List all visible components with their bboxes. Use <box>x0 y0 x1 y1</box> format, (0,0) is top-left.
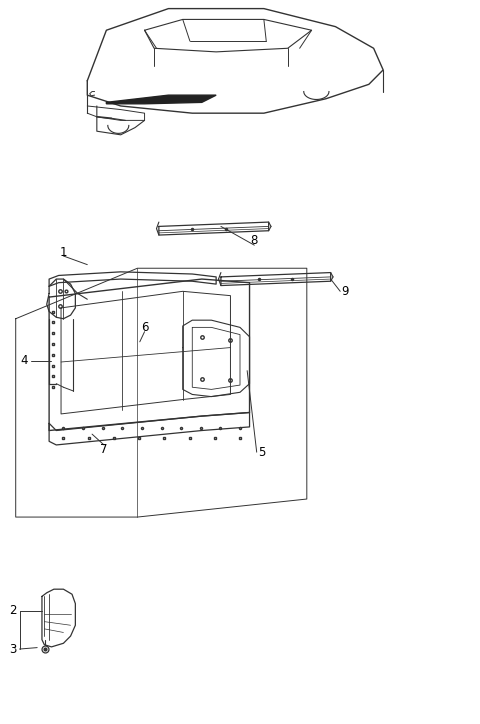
Text: 9: 9 <box>341 285 349 298</box>
Text: 2: 2 <box>10 605 17 618</box>
Text: 7: 7 <box>100 444 108 457</box>
Text: 8: 8 <box>251 235 258 248</box>
Text: 5: 5 <box>258 446 265 458</box>
Text: 1: 1 <box>60 246 67 259</box>
Text: 3: 3 <box>10 642 17 655</box>
Polygon shape <box>107 95 216 104</box>
Text: 6: 6 <box>141 321 148 334</box>
Text: 4: 4 <box>20 354 27 367</box>
